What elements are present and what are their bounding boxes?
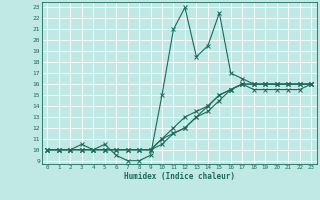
X-axis label: Humidex (Indice chaleur): Humidex (Indice chaleur) (124, 172, 235, 181)
